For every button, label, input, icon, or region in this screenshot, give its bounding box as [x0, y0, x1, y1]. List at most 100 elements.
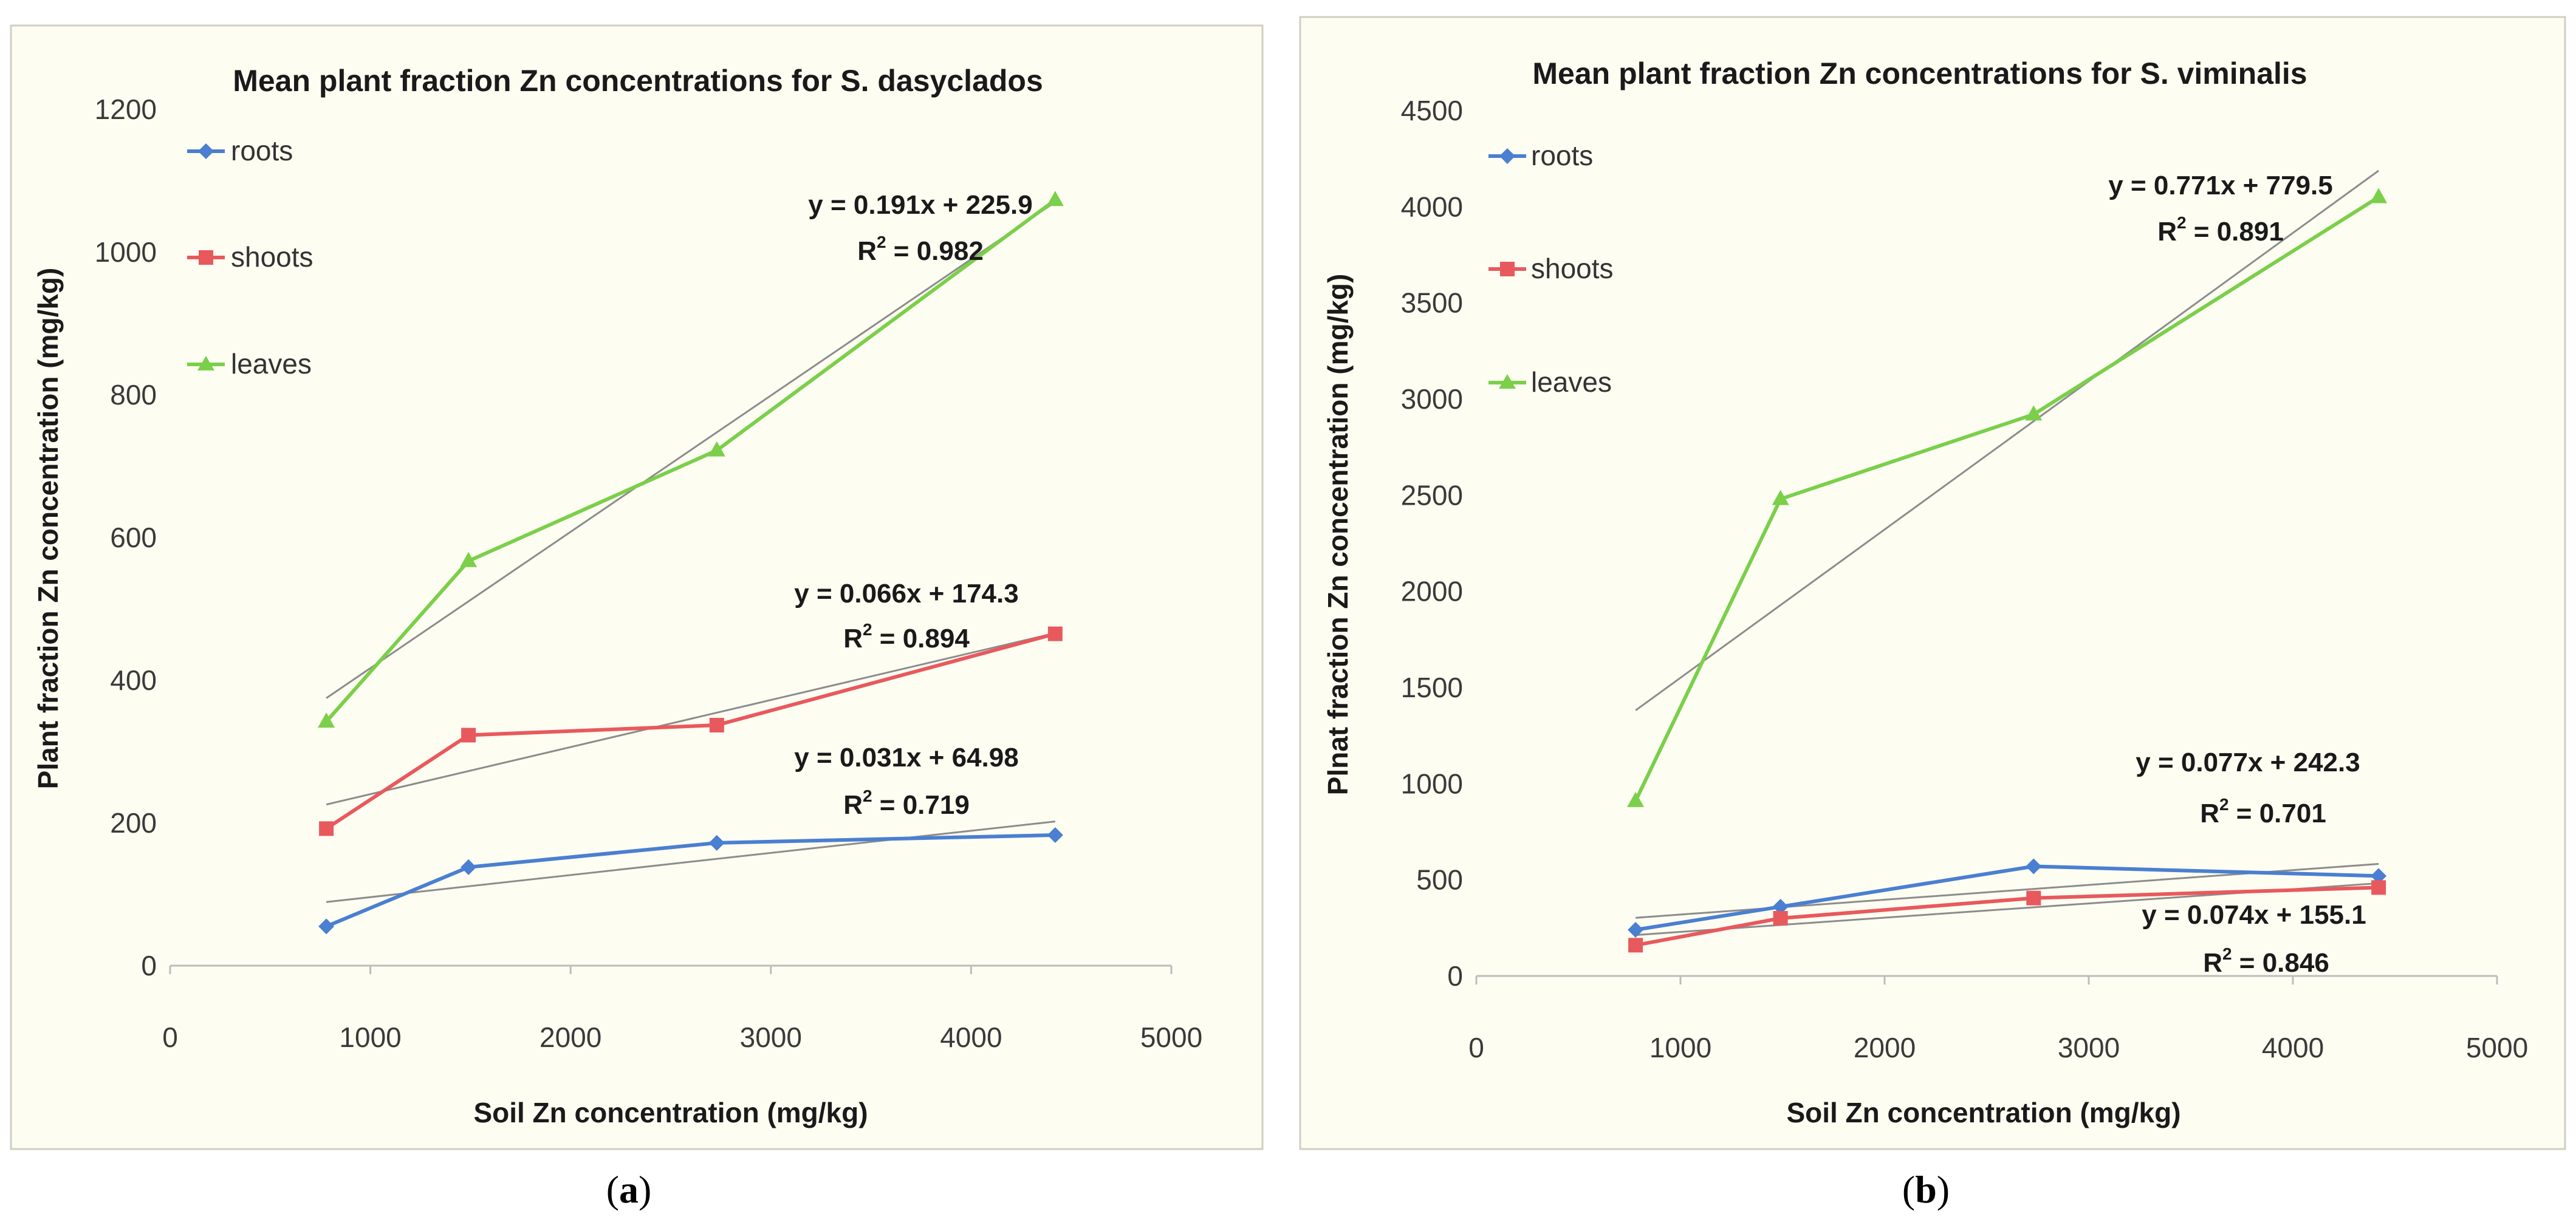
r2-a-leaves-exp: 2	[877, 233, 886, 251]
caption-b: (b)	[1902, 1168, 1950, 1211]
panel-a-x-tick-2: 2000	[540, 1022, 601, 1053]
panel-a-y-tick-6: 1200	[95, 94, 157, 125]
panel-a-series-shoots-point-1	[461, 728, 476, 743]
r2-b-roots: R2 = 0.701	[2200, 795, 2326, 828]
panel-a-series-shoots-line	[325, 632, 1056, 830]
panel-a-x-tick-3: 3000	[740, 1022, 802, 1053]
panel-a-y-tick-3: 600	[110, 522, 157, 553]
panel-b-y-tick-7: 3500	[1401, 287, 1463, 319]
panel-a-x-tick-5: 5000	[1140, 1022, 1202, 1053]
legend-shoots-label: shoots	[231, 241, 313, 273]
caption-a-letter: a	[619, 1168, 639, 1211]
r2-a-shoots-exp: 2	[863, 620, 872, 639]
panel-b-trendline-leaves	[1635, 169, 2380, 711]
panel-a-legend-roots: roots	[187, 135, 293, 166]
panel-a-y-ticks: 0 200 400 600 800 1000 1200	[95, 94, 157, 981]
eq-b-shoots: y = 0.074x + 155.1	[2142, 900, 2366, 930]
r2-a-roots-value: = 0.719	[872, 790, 970, 820]
panel-b-y-tick-1: 500	[1416, 864, 1463, 896]
panel-a-trendlines	[326, 201, 1056, 903]
panel-b-x-tick-2: 2000	[1854, 1032, 1916, 1063]
panel-a-y-axis-label: Plant fraction Zn concentration (mg/kg)	[32, 268, 64, 790]
panel-a-x-tick-1: 1000	[339, 1022, 401, 1053]
panel-b-y-tick-6: 3000	[1401, 383, 1463, 415]
legend-shoots-marker	[199, 250, 213, 265]
eq-a-roots: y = 0.031x + 64.98	[794, 743, 1018, 773]
panel-b-series-leaves-point-1	[1772, 489, 1789, 505]
panel-a-y-tick-2: 400	[110, 664, 157, 696]
r2-a-roots: R2 = 0.719	[843, 786, 970, 820]
legend-leaves-marker	[197, 356, 214, 370]
panel-a-series-leaves-line	[324, 198, 1057, 723]
r2-b-leaves-exp: 2	[2177, 213, 2187, 232]
r2-b-roots-exp: 2	[2219, 795, 2229, 814]
panel-b-background	[1299, 16, 2566, 1150]
panel-a-y-tick-4: 800	[110, 379, 157, 411]
panel-b-legend-shoots: shoots	[1488, 253, 1614, 284]
panel-b-y-tick-0: 0	[1447, 960, 1463, 992]
panel-a-series	[318, 191, 1064, 935]
panel-b-y-tick-4: 2000	[1401, 576, 1463, 607]
panel-b-series-shoots-point-2	[2026, 890, 2041, 906]
panel-a-trendline-leaves	[326, 201, 1056, 699]
r2-b-shoots-prefix: R	[2203, 948, 2222, 978]
legend-shoots-label: shoots	[1531, 253, 1614, 284]
legend-roots-label: roots	[1531, 140, 1593, 171]
r2-b-shoots-value: = 0.846	[2232, 948, 2329, 978]
panel-a-x-axis-label: Soil Zn concentration (mg/kg)	[473, 1097, 868, 1128]
r2-b-shoots: R2 = 0.846	[2203, 944, 2329, 978]
legend-roots-marker	[1499, 148, 1515, 164]
panel-b-x-tick-1: 1000	[1649, 1032, 1711, 1063]
panel-a-x-tick-4: 4000	[940, 1022, 1002, 1053]
panel-a-trendline-shoots	[326, 632, 1056, 806]
panel-a-y-tick-5: 1000	[95, 236, 157, 268]
panel-b-equations: y = 0.771x + 779.5 R2 = 0.891 y = 0.077x…	[2108, 171, 2366, 978]
panel-a-series-shoots-point-2	[709, 718, 724, 733]
eq-b-leaves: y = 0.771x + 779.5	[2108, 171, 2332, 200]
panel-b-title: Mean plant fraction Zn concentrations fo…	[1532, 56, 2307, 90]
caption-b-open: (	[1902, 1168, 1915, 1211]
panel-a-x-ticks: 0 1000 2000 3000 4000 5000	[162, 966, 1202, 1053]
r2-b-shoots-exp: 2	[2222, 944, 2232, 963]
panel-a-x-tick-0: 0	[162, 1022, 178, 1053]
r2-a-leaves: R2 = 0.982	[857, 233, 984, 266]
panel-b-series-roots-point-0	[1628, 922, 1644, 938]
eq-b-roots: y = 0.077x + 242.3	[2136, 748, 2360, 777]
panel-a-series-leaves-point-1	[460, 551, 478, 567]
panel-b-legend: roots shoots leaves	[1488, 140, 1614, 398]
panel-b-series-roots-line	[1635, 864, 2379, 932]
legend-leaves-label: leaves	[1531, 366, 1612, 398]
legend-leaves-label: leaves	[231, 348, 312, 380]
panel-b-series-leaves-line	[1634, 195, 2380, 802]
caption-a-open: (	[606, 1168, 619, 1211]
panel-b-series	[1627, 188, 2388, 953]
r2-a-leaves-value: = 0.982	[886, 236, 984, 266]
legend-roots-marker	[198, 143, 214, 159]
r2-b-roots-prefix: R	[2200, 799, 2219, 828]
panel-b-series-leaves-point-2	[2025, 405, 2043, 421]
panel-b: Mean plant fraction Zn concentrations fo…	[1299, 16, 2566, 1150]
panel-a-legend-leaves: leaves	[187, 348, 312, 380]
panel-a-series-roots-point-3	[1047, 827, 1063, 843]
panel-a-series-roots-point-0	[318, 918, 335, 935]
panel-b-y-tick-9: 4500	[1401, 95, 1463, 126]
panel-a-series-roots-line	[325, 833, 1055, 929]
panel-b-y-tick-2: 1000	[1401, 768, 1463, 799]
panel-a-y-tick-0: 0	[141, 950, 157, 981]
panel-a-series-roots-point-1	[461, 859, 477, 875]
panel-b-series-roots-point-1	[1772, 899, 1789, 915]
panel-b-x-tick-5: 5000	[2466, 1032, 2528, 1063]
panel-b-y-axis-label: Plnat fraction Zn concentration (mg/kg)	[1322, 274, 1354, 796]
panel-a-equations: y = 0.191x + 225.9 R2 = 0.982 y = 0.066x…	[794, 190, 1032, 820]
panel-b-series-leaves-point-0	[1627, 791, 1645, 807]
eq-a-shoots: y = 0.066x + 174.3	[794, 579, 1018, 609]
panel-a-legend: roots shoots leaves	[187, 135, 313, 380]
panel-b-y-tick-3: 1500	[1401, 672, 1463, 703]
caption-a: (a)	[606, 1168, 652, 1211]
legend-roots-label: roots	[231, 135, 293, 166]
panel-b-series-roots-point-3	[2371, 868, 2387, 884]
panel-b-x-tick-4: 4000	[2262, 1032, 2324, 1063]
panel-b-series-shoots-point-1	[1773, 911, 1788, 926]
panel-b-series-shoots-point-0	[1628, 938, 1643, 953]
